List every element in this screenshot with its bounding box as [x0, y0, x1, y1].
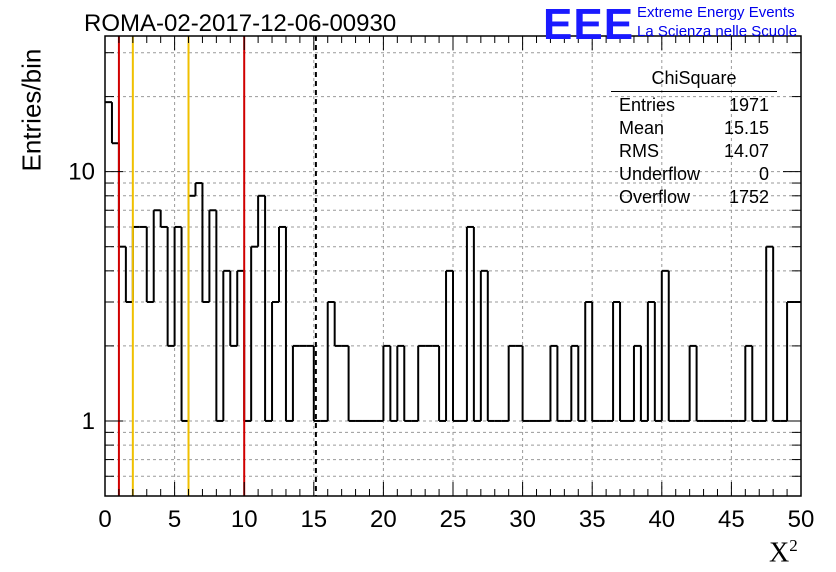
stats-label: RMS [619, 141, 659, 161]
stats-row-underflow: Underflow 0 [611, 163, 777, 186]
stats-row-mean: Mean 15.15 [611, 117, 777, 140]
stats-row-overflow: Overflow 1752 [611, 186, 777, 209]
stats-label: Underflow [619, 164, 701, 184]
stats-label: Overflow [619, 187, 691, 207]
x-tick-label: 5 [168, 506, 181, 533]
stats-value: 1971 [728, 95, 769, 115]
stats-box: ChiSquare Entries 1971 Mean 15.15 RMS 14… [611, 68, 777, 209]
chart-title: ROMA-02-2017-12-06-00930 [84, 10, 397, 37]
x-tick-label: 0 [98, 506, 111, 533]
x-tick-label: 50 [788, 506, 815, 533]
eee-logo: EEE [543, 0, 635, 49]
stats-value: 14.07 [723, 141, 769, 161]
x-tick-label: 25 [440, 506, 467, 533]
x-tick-label: 30 [509, 506, 536, 533]
stats-label: Mean [619, 118, 665, 138]
x-axis-label: X2 [769, 536, 798, 569]
logo-line-2: La Scienza nelle Scuole [637, 23, 798, 40]
stats-value: 1752 [728, 187, 769, 207]
x-tick-label: 35 [579, 506, 606, 533]
x-tick-label: 20 [370, 506, 397, 533]
stats-row-rms: RMS 14.07 [611, 140, 777, 163]
y-tick-label: 10 [68, 159, 95, 186]
y-axis-label: Entries/bin [16, 48, 47, 172]
stats-name: ChiSquare [611, 68, 777, 92]
x-tick-label: 40 [648, 506, 675, 533]
stats-value: 15.15 [723, 118, 769, 138]
stats-label: Entries [619, 95, 676, 115]
y-tick-label: 1 [82, 408, 95, 435]
stats-value: 0 [758, 164, 769, 184]
logo-line-1: Extreme Energy Events [637, 4, 795, 21]
stats-row-entries: Entries 1971 [611, 94, 777, 117]
x-tick-label: 45 [718, 506, 745, 533]
x-tick-label: 15 [300, 506, 327, 533]
x-tick-label: 10 [231, 506, 258, 533]
